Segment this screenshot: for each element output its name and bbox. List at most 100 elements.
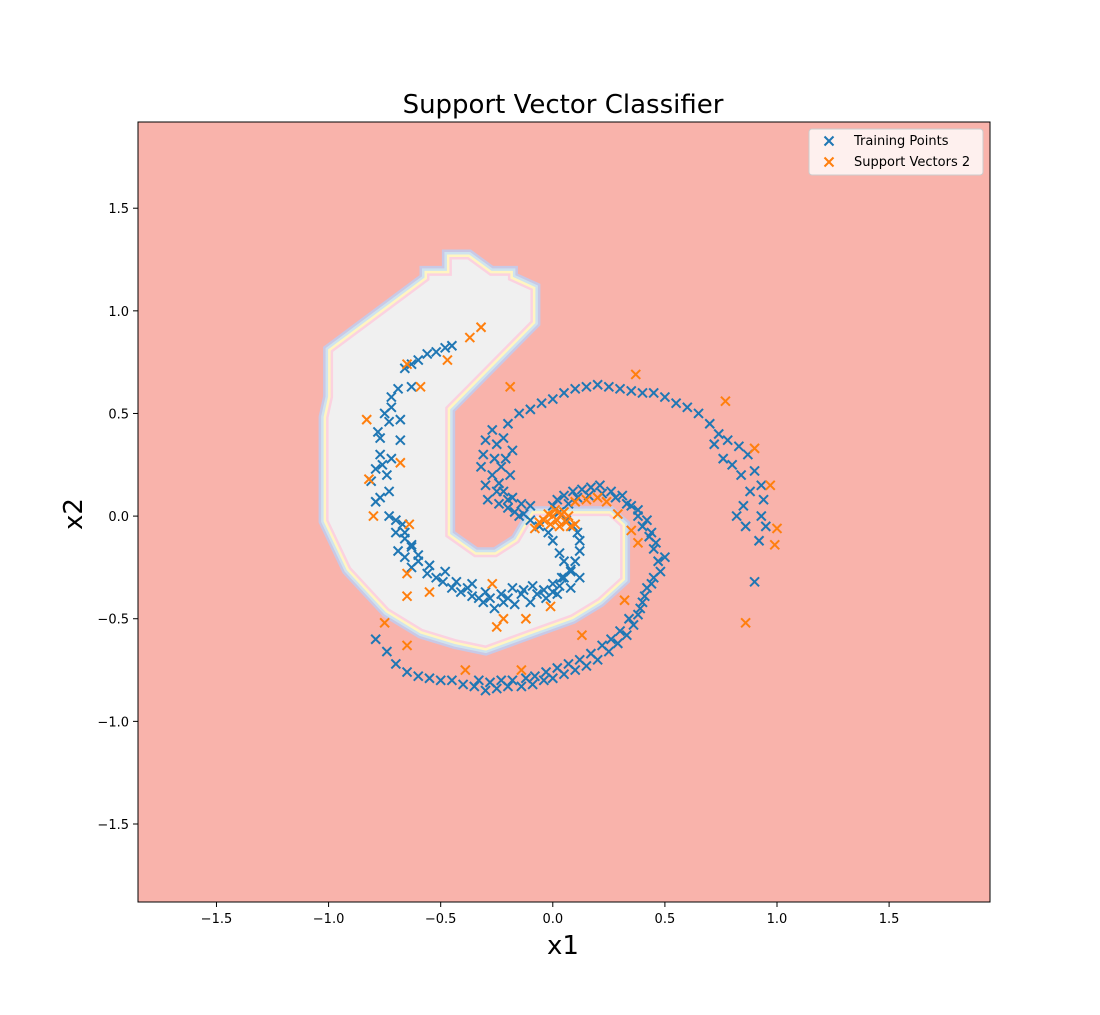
support-vector-point [626,525,637,536]
training-point [646,527,657,538]
training-point [413,671,424,682]
support-vector-point [549,504,561,516]
training-point [390,515,402,526]
training-point [554,547,565,559]
training-point [552,662,563,674]
y-axis: −1.5 −1.0 −0.5 0.0 0.5 1.0 1.5 [97,202,138,833]
training-point [439,566,451,577]
y-tick-label: 0.0 [108,510,129,525]
support-vector-point [404,519,415,530]
support-vector-point [581,494,592,505]
training-point [370,634,381,645]
training-point [543,527,554,538]
training-point [558,556,570,567]
support-vector-point [630,369,641,380]
training-point [455,586,467,598]
training-point [552,494,563,505]
legend-marker-training-points-x [823,135,835,147]
support-vector-point [576,629,588,641]
support-vector-point [534,517,545,528]
x-tick-label: −1.0 [313,912,345,927]
training-point [623,613,635,624]
training-point [504,469,516,481]
x-tick-label: 1.5 [879,912,900,927]
training-point [525,500,536,512]
support-vector-point [498,613,509,624]
legend-marker-support-vectors [823,156,835,168]
training-point [451,576,462,587]
training-point [635,603,646,614]
support-vector-point [765,480,776,491]
training-point [574,572,585,583]
training-point [621,498,632,509]
y-tick-label: 1.0 [108,305,129,320]
training-point [574,654,585,665]
training-point [390,658,402,670]
training-point [547,535,558,546]
training-point [565,582,576,594]
training-point [650,537,662,548]
training-point [547,393,558,405]
training-point [475,461,487,473]
training-point [744,486,756,497]
legend-marker-training-points [823,135,835,147]
training-point [659,551,671,563]
training-point [509,599,520,610]
support-vector-point [720,395,731,407]
training-point [563,658,574,670]
training-point [383,486,395,497]
training-point [646,578,657,590]
support-vector-point [516,664,527,676]
support-vector-point [520,613,532,624]
training-point [567,486,579,497]
support-vector-point [363,473,375,485]
training-point [738,500,749,512]
training-point [655,566,666,577]
training-point [614,625,626,637]
training-point [632,504,644,516]
training-point [473,675,485,686]
y-tick-label: −1.0 [97,715,129,730]
training-point [709,439,720,450]
training-point [733,441,745,452]
legend-marker-support-vectors-x [823,156,835,168]
plot-frame [137,121,991,903]
training-point [722,434,733,446]
training-point [513,510,525,522]
training-point [446,582,458,594]
support-vector-point [601,496,612,507]
training-point [395,434,406,446]
support-vector-point [361,414,372,425]
x-tick-label: −0.5 [425,912,457,927]
training-point [570,556,581,567]
training-point [487,469,498,481]
training-point [480,586,491,598]
training-point [525,515,536,526]
training-point [525,597,536,608]
support-vector-point [563,510,574,522]
training-point [390,527,402,538]
support-vector-point [475,322,487,333]
x-axis: −1.5 −1.0 −0.5 0.0 0.5 1.0 1.5 [201,902,900,927]
training-point [489,603,500,614]
training-point [424,673,435,684]
training-point [639,590,650,602]
training-point [547,578,558,590]
training-point [381,646,393,657]
training-point [446,675,458,686]
chart-title: Support Vector Classifier [403,90,724,120]
training-point [670,398,682,409]
support-vector-point [491,621,502,633]
support-vector-point [592,492,603,503]
training-point [430,572,442,583]
training-point [401,666,413,678]
training-point [480,480,491,491]
y-tick-label: 0.5 [108,407,129,422]
training-point [516,681,527,692]
support-vector-point [769,539,780,551]
training-point [621,629,632,641]
support-vector-point [749,443,760,454]
training-point [726,459,738,470]
support-vector-point [424,586,435,598]
x-tick-label: 1.0 [767,912,788,927]
